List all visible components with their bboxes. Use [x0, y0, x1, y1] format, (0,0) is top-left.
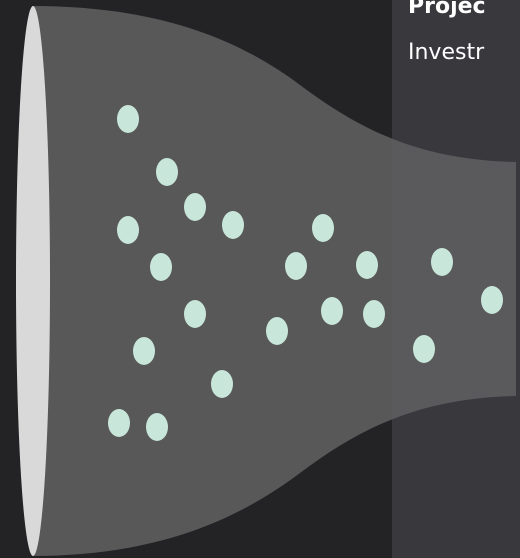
particle-dot — [321, 297, 343, 325]
particle-dot — [222, 211, 244, 239]
funnel-mouth — [16, 6, 50, 556]
particle-dot — [312, 214, 334, 242]
particle-dot — [184, 300, 206, 328]
funnel-body — [32, 6, 516, 556]
particle-dot — [108, 409, 130, 437]
particle-dot — [266, 317, 288, 345]
particle-dot — [285, 252, 307, 280]
particle-dot — [481, 286, 503, 314]
particle-dot — [133, 337, 155, 365]
particle-dot — [146, 413, 168, 441]
project-title: Projec — [408, 0, 486, 19]
particle-dot — [356, 251, 378, 279]
particle-dot — [150, 253, 172, 281]
particle-dot — [156, 158, 178, 186]
particle-dot — [431, 248, 453, 276]
particle-group — [108, 105, 503, 441]
project-subtitle: Investr — [408, 40, 485, 65]
particle-dot — [117, 105, 139, 133]
particle-dot — [413, 335, 435, 363]
particle-dot — [363, 300, 385, 328]
particle-dot — [211, 370, 233, 398]
particle-dot — [184, 193, 206, 221]
particle-dot — [117, 216, 139, 244]
